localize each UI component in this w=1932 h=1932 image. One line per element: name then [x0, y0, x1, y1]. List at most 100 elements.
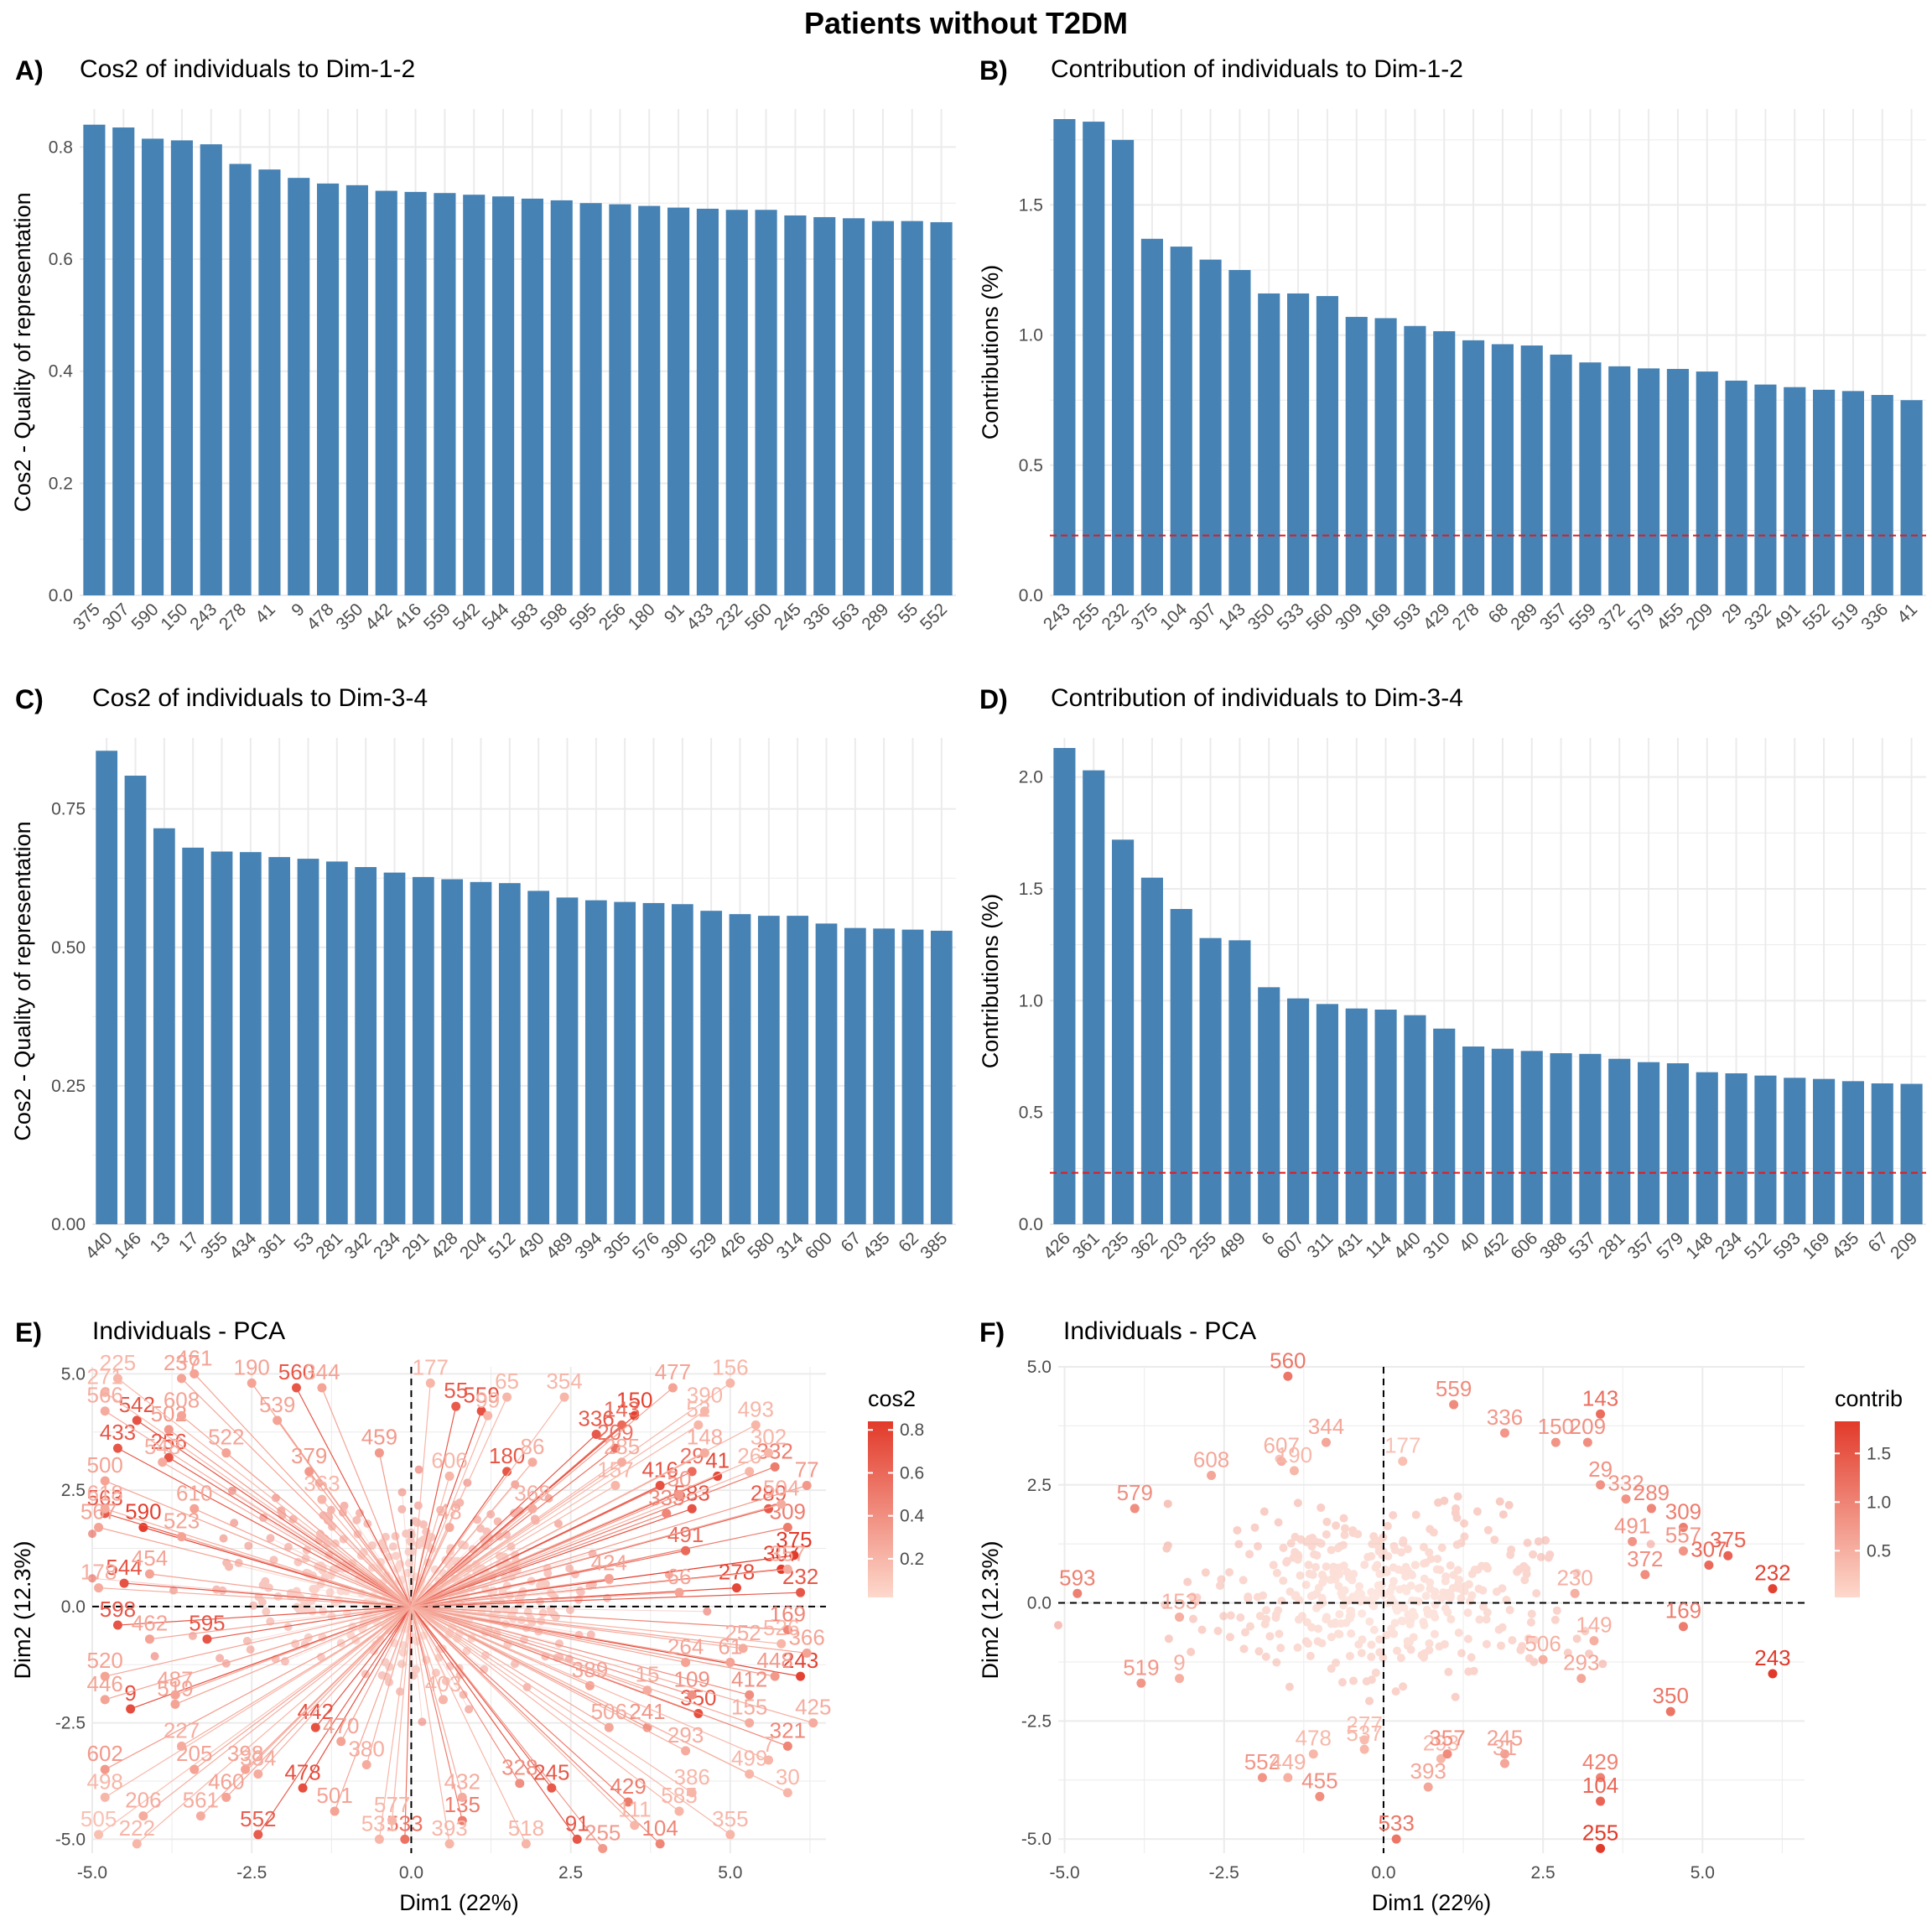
bar — [142, 138, 164, 595]
arrow-line — [251, 1383, 412, 1607]
cloud-point — [1414, 1597, 1423, 1606]
point-label: 608 — [164, 1387, 200, 1412]
cloud-point — [1482, 1639, 1491, 1649]
cloud-point — [1572, 1568, 1581, 1577]
cloud-point — [1395, 1585, 1405, 1594]
arrow-line — [104, 1606, 412, 1798]
arrow-line — [143, 1606, 412, 1817]
cloud-point — [392, 1551, 401, 1561]
arrow-line — [321, 1387, 412, 1607]
point-label: 26 — [737, 1443, 761, 1468]
data-point — [655, 1839, 665, 1849]
bar — [1316, 296, 1338, 595]
x-tick-label: 6 — [1258, 1228, 1279, 1249]
cloud-point — [1463, 1608, 1472, 1618]
cloud-point — [1054, 1621, 1062, 1630]
cloud-point — [1365, 1617, 1374, 1626]
point-label: 271 — [87, 1364, 123, 1389]
arrow-line — [411, 1550, 686, 1607]
bar — [1579, 362, 1602, 595]
x-tick-label: 426 — [715, 1228, 750, 1263]
cloud-point — [391, 1531, 400, 1540]
point-label: 539 — [259, 1392, 295, 1417]
bar — [170, 140, 193, 595]
arrow-line — [340, 1606, 412, 1742]
data-point — [1423, 1782, 1433, 1792]
x-tick-label: 435 — [860, 1228, 894, 1263]
x-tick-label: 232 — [712, 600, 746, 634]
arrow-line — [104, 1480, 412, 1607]
x-tick-label: 243 — [1040, 600, 1074, 634]
cloud-point — [1334, 1581, 1343, 1591]
data-point — [1276, 1457, 1286, 1467]
data-point — [655, 1481, 665, 1491]
data-point — [132, 1415, 142, 1426]
x-tick-label: 203 — [1156, 1228, 1191, 1263]
point-label: 366 — [788, 1624, 824, 1649]
point-label: 478 — [1296, 1726, 1332, 1751]
point-label: 560 — [278, 1359, 314, 1384]
bar — [642, 902, 665, 1224]
x-tick-label: 289 — [858, 600, 892, 634]
point-label: 255 — [584, 1820, 621, 1845]
cloud-point — [1529, 1550, 1538, 1559]
point-label: 493 — [738, 1396, 774, 1421]
cloud-point — [1277, 1597, 1286, 1606]
cloud-point — [1306, 1651, 1315, 1660]
cloud-point — [1291, 1592, 1300, 1601]
cloud-point — [1460, 1587, 1469, 1596]
bar — [153, 828, 175, 1224]
cloud-point — [1425, 1639, 1434, 1648]
cloud-point — [1219, 1612, 1228, 1621]
data-point — [1289, 1466, 1299, 1476]
arrow-line — [194, 1508, 412, 1607]
arrow-line — [117, 1378, 412, 1607]
cloud-point — [1279, 1576, 1288, 1586]
bar — [383, 872, 406, 1224]
cloud-point — [1347, 1629, 1356, 1639]
point-label: 520 — [87, 1648, 123, 1673]
data-point — [610, 1481, 621, 1491]
arrow-line — [105, 1606, 412, 1677]
y-tick-label: 2.5 — [61, 1481, 86, 1500]
point-label: 460 — [208, 1768, 244, 1794]
bar — [609, 204, 631, 595]
x-tick-label: 332 — [1741, 600, 1775, 634]
arrow-line — [392, 1606, 413, 1821]
point-label: 48 — [438, 1498, 462, 1524]
point-label: 390 — [687, 1383, 723, 1408]
point-label: 50 — [667, 1467, 692, 1492]
cloud-point — [355, 1509, 364, 1518]
cloud-point — [486, 1509, 496, 1519]
arrow-line — [104, 1392, 412, 1607]
cloud-point — [286, 1588, 295, 1597]
y-tick-label: 0.4 — [49, 362, 74, 382]
point-label: 155 — [731, 1695, 767, 1720]
point-label: 412 — [731, 1666, 767, 1691]
bar — [1725, 380, 1748, 595]
bar — [1170, 909, 1192, 1224]
cloud-point — [398, 1648, 408, 1657]
bar — [1083, 122, 1105, 595]
data-point — [782, 1625, 792, 1635]
arrow-line — [411, 1606, 730, 1664]
data-point — [1596, 1796, 1606, 1806]
y-tick-label: 1.5 — [1019, 195, 1043, 215]
point-label: 470 — [323, 1713, 359, 1738]
point-label: 454 — [132, 1545, 168, 1571]
point-label: 432 — [444, 1768, 480, 1794]
data-point — [387, 1815, 397, 1826]
bar — [288, 178, 310, 595]
arrow-line — [410, 1396, 565, 1607]
bar — [700, 911, 723, 1224]
cloud-point — [1312, 1589, 1322, 1598]
x-tick-label: 375 — [70, 600, 104, 634]
arrow-line — [410, 1415, 489, 1607]
point-label: 86 — [521, 1434, 545, 1459]
arrow-line — [411, 1606, 788, 1794]
arrow-line — [411, 1606, 680, 1812]
x-tick-label: 307 — [99, 600, 133, 634]
point-label: 357 — [770, 1540, 806, 1566]
data-point — [604, 1574, 614, 1584]
point-label: 285 — [604, 1434, 640, 1459]
